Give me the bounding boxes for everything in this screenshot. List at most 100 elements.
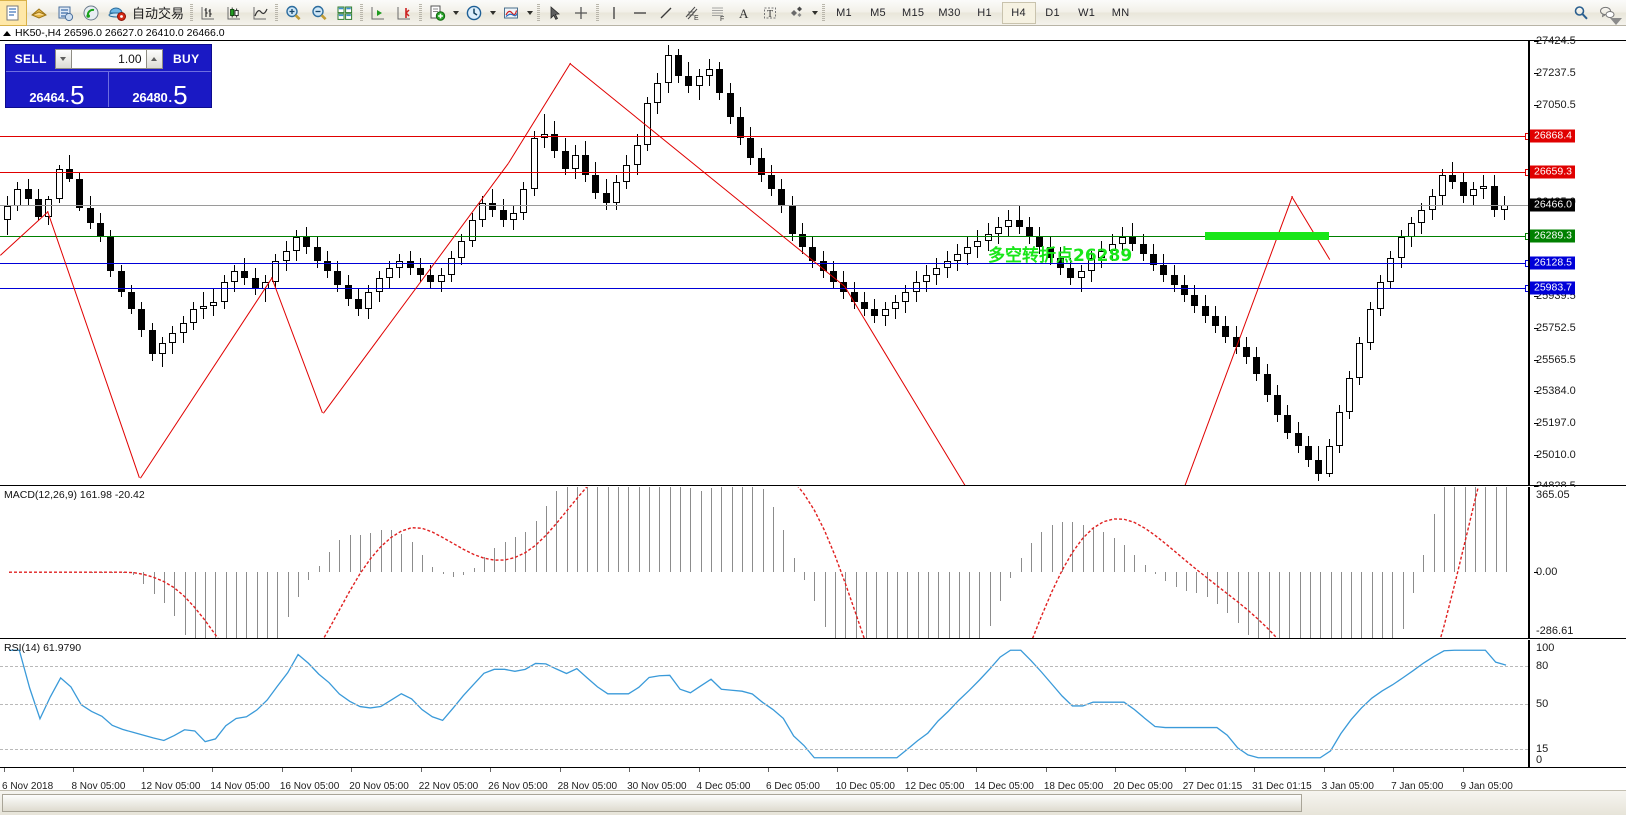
- macd-histogram-bar: [1340, 572, 1342, 638]
- vline-icon[interactable]: [601, 1, 627, 25]
- price-level-line[interactable]: [0, 232, 1528, 240]
- auto-trading-label[interactable]: 自动交易: [132, 6, 185, 21]
- candlestick: [1387, 41, 1395, 485]
- candlestick: [592, 41, 600, 485]
- macd-histogram-bar: [1402, 572, 1404, 629]
- shapes-dropdown[interactable]: [809, 1, 820, 25]
- indicators-icon[interactable]: [498, 1, 524, 25]
- price-level-tag[interactable]: 26659.3: [1530, 165, 1575, 179]
- chat-icon[interactable]: [1594, 1, 1620, 25]
- candlestick-chart-icon[interactable]: [221, 1, 247, 25]
- price-level-tag[interactable]: 26868.4: [1530, 129, 1575, 143]
- macd-histogram-bar: [1144, 565, 1146, 573]
- shapes-icon[interactable]: [783, 1, 809, 25]
- fibonacci-icon[interactable]: F: [705, 1, 731, 25]
- price-level-tag[interactable]: 25983.7: [1530, 281, 1575, 295]
- pivot-highlight-bar[interactable]: [1205, 231, 1329, 240]
- cursor-icon[interactable]: [542, 1, 568, 25]
- candlestick: [334, 41, 342, 485]
- order-list-icon[interactable]: [0, 0, 27, 26]
- equidistant-channel-icon[interactable]: E: [679, 1, 705, 25]
- time-axis-tick: [490, 768, 492, 772]
- bar-chart-icon[interactable]: [195, 1, 221, 25]
- candlestick: [458, 41, 466, 485]
- auto-trading-icon[interactable]: [104, 1, 130, 25]
- new-template-dropdown[interactable]: [450, 1, 461, 25]
- price-level-line[interactable]: [0, 133, 1528, 141]
- volume-decrease-button[interactable]: [54, 49, 72, 69]
- rsi-axis[interactable]: 100 80 50 15 0: [1528, 640, 1626, 767]
- chart-container[interactable]: 多空转折点26289 27424.527237.527050.526485.02…: [0, 35, 1626, 815]
- time-axis-label: 7 Jan 05:00: [1391, 781, 1444, 792]
- broadcast-icon[interactable]: [78, 1, 104, 25]
- candlestick: [478, 41, 486, 485]
- svg-text:F: F: [720, 16, 724, 22]
- macd-histogram-bar: [690, 487, 692, 573]
- price-level-tag[interactable]: 26128.5: [1530, 256, 1575, 270]
- buy-button[interactable]: BUY: [172, 52, 200, 66]
- auto-scroll-icon[interactable]: [391, 1, 417, 25]
- macd-plot-area[interactable]: [0, 487, 1528, 638]
- timeframe-d1[interactable]: D1: [1045, 6, 1060, 19]
- search-icon[interactable]: [1568, 1, 1594, 25]
- period-icon[interactable]: [461, 1, 487, 25]
- volume-input[interactable]: 1.00: [71, 49, 146, 69]
- text-label-icon[interactable]: T: [757, 1, 783, 25]
- macd-histogram-bar: [1124, 545, 1126, 573]
- trendline-icon[interactable]: [653, 1, 679, 25]
- timeframe-m5[interactable]: M5: [870, 6, 886, 19]
- macd-histogram-bar: [514, 537, 516, 573]
- timeframe-w1[interactable]: W1: [1078, 6, 1096, 19]
- zoom-in-icon[interactable]: [280, 1, 306, 25]
- candlestick: [4, 41, 11, 485]
- zoom-out-icon[interactable]: [306, 1, 332, 25]
- price-level-line[interactable]: [0, 169, 1528, 177]
- macd-pane[interactable]: MACD(12,26,9) 161.98 -20.42 365.05 0.00 -2…: [0, 487, 1626, 639]
- macd-histogram-bar: [1062, 521, 1064, 573]
- timeframe-m15[interactable]: M15: [902, 6, 925, 19]
- candlestick: [499, 41, 507, 485]
- indicators-dropdown[interactable]: [524, 1, 535, 25]
- timeframe-h1[interactable]: H1: [977, 6, 992, 19]
- price-level-line[interactable]: [0, 260, 1528, 268]
- timeframe-h4[interactable]: H4: [1001, 1, 1036, 24]
- price-level-tag[interactable]: 26466.0: [1530, 198, 1575, 212]
- price-plot-area[interactable]: 多空转折点26289: [0, 41, 1528, 485]
- history-icon[interactable]: [26, 1, 52, 25]
- price-level-line[interactable]: [0, 284, 1528, 292]
- tile-windows-icon[interactable]: [332, 1, 358, 25]
- crosshair-icon[interactable]: [568, 1, 594, 25]
- svg-text:E: E: [694, 15, 699, 22]
- buy-price[interactable]: 26480 . 5: [108, 72, 211, 108]
- timeframe-m1[interactable]: M1: [836, 6, 852, 19]
- rsi-axis-tick: 80: [1536, 659, 1549, 672]
- chart-annotation-text[interactable]: 多空转折点26289: [988, 246, 1133, 266]
- one-click-trading-panel[interactable]: SELL 1.00 BUY 26464 . 5 26480 . 5: [5, 44, 212, 108]
- price-pane[interactable]: 多空转折点26289 27424.527237.527050.526485.02…: [0, 35, 1626, 492]
- macd-histogram-bar: [834, 572, 836, 638]
- news-icon[interactable]: [52, 1, 78, 25]
- rsi-pane[interactable]: RSI(14) 61.9790 100 80 50 15 0: [0, 640, 1626, 768]
- sell-button[interactable]: SELL: [14, 52, 47, 66]
- collapse-triangle-icon[interactable]: [3, 30, 11, 36]
- sell-price[interactable]: 26464 . 5: [6, 72, 108, 108]
- time-axis-tick: [1462, 768, 1464, 772]
- price-axis[interactable]: 27424.527237.527050.526485.025939.525752…: [1528, 35, 1626, 492]
- period-dropdown[interactable]: [487, 1, 498, 25]
- timeframe-m30[interactable]: M30: [938, 6, 961, 19]
- horizontal-scrollbar[interactable]: [0, 790, 1626, 815]
- price-level-tag[interactable]: 26289.3: [1530, 229, 1575, 243]
- new-template-icon[interactable]: [424, 1, 450, 25]
- macd-histogram-bar: [535, 520, 537, 573]
- timeframe-mn[interactable]: MN: [1111, 6, 1130, 19]
- rsi-plot-area[interactable]: [0, 640, 1528, 767]
- scrollbar-thumb[interactable]: [2, 794, 1302, 812]
- volume-increase-button[interactable]: [145, 49, 163, 69]
- line-chart-icon[interactable]: [247, 1, 273, 25]
- macd-axis-tick: -286.61: [1536, 625, 1574, 637]
- volume-stepper[interactable]: 1.00: [54, 49, 163, 69]
- macd-axis[interactable]: 365.05 0.00 -286.61: [1528, 487, 1626, 638]
- text-icon[interactable]: A: [731, 1, 757, 25]
- chart-shift-icon[interactable]: [365, 1, 391, 25]
- hline-icon[interactable]: [627, 1, 653, 25]
